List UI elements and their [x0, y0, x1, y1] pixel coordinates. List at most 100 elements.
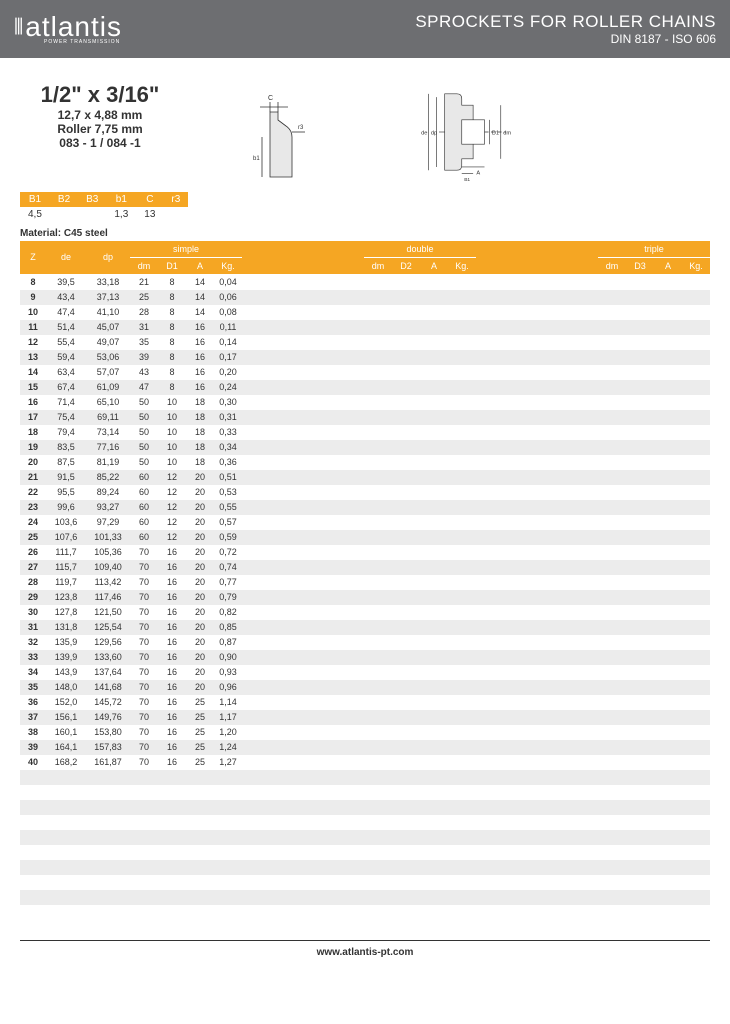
cell: 25 [186, 725, 214, 740]
col-double-Kg.: Kg. [448, 258, 476, 275]
cell [364, 515, 392, 530]
mini-col-B3: B3 [78, 192, 106, 207]
cell: 1,14 [214, 695, 242, 710]
cell: 10 [158, 395, 186, 410]
table-row: 1255,449,07358160,14 [20, 335, 710, 350]
col-de: de [46, 241, 86, 274]
cell [476, 635, 598, 650]
cell [420, 470, 448, 485]
cell: 39 [130, 350, 158, 365]
cell: 1,17 [214, 710, 242, 725]
cell [654, 620, 682, 635]
table-row: 1671,465,105010180,30 [20, 395, 710, 410]
cell: 70 [130, 620, 158, 635]
cell: 0,14 [214, 335, 242, 350]
logo-block: ⫴ atlantis POWER TRANSMISSION [14, 13, 122, 45]
cell: 70 [130, 650, 158, 665]
cell [476, 410, 598, 425]
cell: 0,24 [214, 380, 242, 395]
table-row: 37156,1149,767016251,17 [20, 710, 710, 725]
cell: 50 [130, 425, 158, 440]
cell [364, 545, 392, 560]
cell [420, 590, 448, 605]
cell [654, 710, 682, 725]
svg-text:D1: D1 [492, 130, 499, 136]
cell: 25 [186, 710, 214, 725]
cell [364, 335, 392, 350]
cell [626, 590, 654, 605]
cell [242, 274, 364, 290]
table-row: 24103,697,296012200,57 [20, 515, 710, 530]
cell [242, 680, 364, 695]
cell [476, 620, 598, 635]
cell: 25 [186, 740, 214, 755]
cell [598, 620, 626, 635]
cell: 19 [20, 440, 46, 455]
cell [598, 290, 626, 305]
cell: 69,11 [86, 410, 130, 425]
cell [598, 665, 626, 680]
cell: 0,96 [214, 680, 242, 695]
cell: 63,4 [46, 365, 86, 380]
cell: 97,29 [86, 515, 130, 530]
cell [242, 470, 364, 485]
cell [654, 725, 682, 740]
table-row-empty [20, 905, 710, 920]
spec-code: 083 - 1 / 084 -1 [20, 136, 180, 150]
cell [448, 500, 476, 515]
cell: 14 [186, 274, 214, 290]
cell: 0,82 [214, 605, 242, 620]
cell [476, 725, 598, 740]
cell [654, 740, 682, 755]
cell [598, 410, 626, 425]
cell: 20 [186, 650, 214, 665]
svg-text:r3: r3 [298, 125, 304, 131]
cell: 89,24 [86, 485, 130, 500]
cell [682, 635, 710, 650]
cell [364, 320, 392, 335]
cell [598, 440, 626, 455]
table-row: 34143,9137,647016200,93 [20, 665, 710, 680]
cell [626, 305, 654, 320]
cell: 20 [186, 515, 214, 530]
cell [242, 695, 364, 710]
cell: 0,31 [214, 410, 242, 425]
cell: 29 [20, 590, 46, 605]
table-row: 2087,581,195010180,36 [20, 455, 710, 470]
cell [598, 485, 626, 500]
cell: 129,56 [86, 635, 130, 650]
cell: 153,80 [86, 725, 130, 740]
cell: 12 [20, 335, 46, 350]
group-simple: simple [130, 241, 242, 258]
table-row: 39164,1157,837016251,24 [20, 740, 710, 755]
cell: 0,59 [214, 530, 242, 545]
cell: 139,9 [46, 650, 86, 665]
cell [448, 395, 476, 410]
cell: 113,42 [86, 575, 130, 590]
cell: 0,93 [214, 665, 242, 680]
cell: 28 [130, 305, 158, 320]
table-row: 26111,7105,367016200,72 [20, 545, 710, 560]
cell [476, 440, 598, 455]
cell [682, 620, 710, 635]
cell: 83,5 [46, 440, 86, 455]
cell: 16 [158, 575, 186, 590]
svg-text:dm: dm [503, 130, 511, 136]
cell: 18 [186, 395, 214, 410]
svg-text:b1: b1 [253, 156, 260, 162]
cell: 21 [130, 274, 158, 290]
cell: 16 [158, 725, 186, 740]
cell [626, 485, 654, 500]
cell: 60 [130, 515, 158, 530]
mini-cell [78, 207, 106, 222]
cell [682, 680, 710, 695]
cell: 37,13 [86, 290, 130, 305]
cell [364, 635, 392, 650]
cell: 33,18 [86, 274, 130, 290]
cell: 0,72 [214, 545, 242, 560]
cell [448, 590, 476, 605]
cell [598, 274, 626, 290]
cell [242, 365, 364, 380]
col-triple-dm: dm [598, 258, 626, 275]
cell [448, 410, 476, 425]
